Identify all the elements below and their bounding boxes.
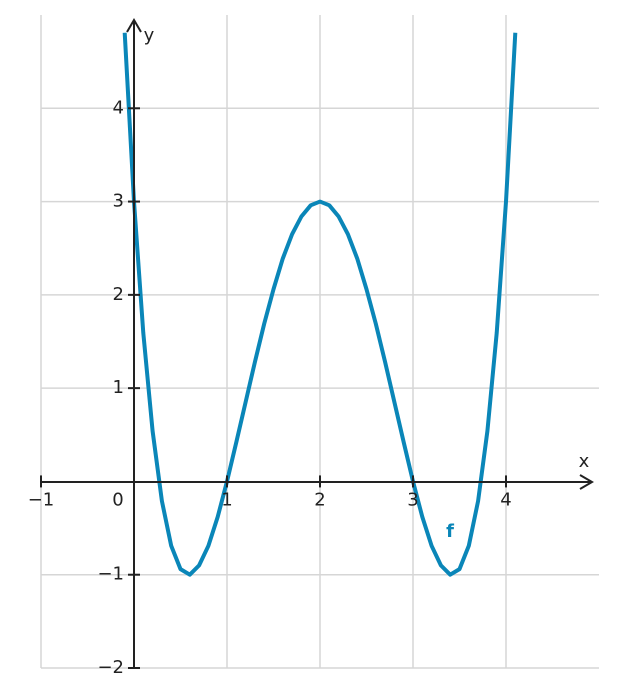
x-tick-label: −1 — [28, 489, 55, 510]
y-tick-label: −2 — [97, 657, 124, 678]
function-curve — [122, 32, 518, 577]
x-tick-label: 1 — [221, 489, 232, 510]
y-axis-label: y — [144, 25, 155, 46]
x-tick-label: 2 — [314, 489, 325, 510]
x-tick-label: 3 — [407, 489, 418, 510]
x-tick-label: 4 — [500, 489, 511, 510]
y-tick-label: 4 — [113, 97, 124, 118]
function-label: f — [446, 521, 454, 542]
y-tick-label: 3 — [113, 191, 124, 212]
y-tick-label: 1 — [113, 377, 124, 398]
x-tick-label: 0 — [112, 489, 123, 510]
x-axis-label: x — [579, 451, 590, 472]
x-axis-arrow — [579, 474, 594, 490]
y-axis-arrow — [126, 18, 142, 33]
y-tick-label: 2 — [113, 284, 124, 305]
y-tick-label: −1 — [97, 564, 124, 585]
